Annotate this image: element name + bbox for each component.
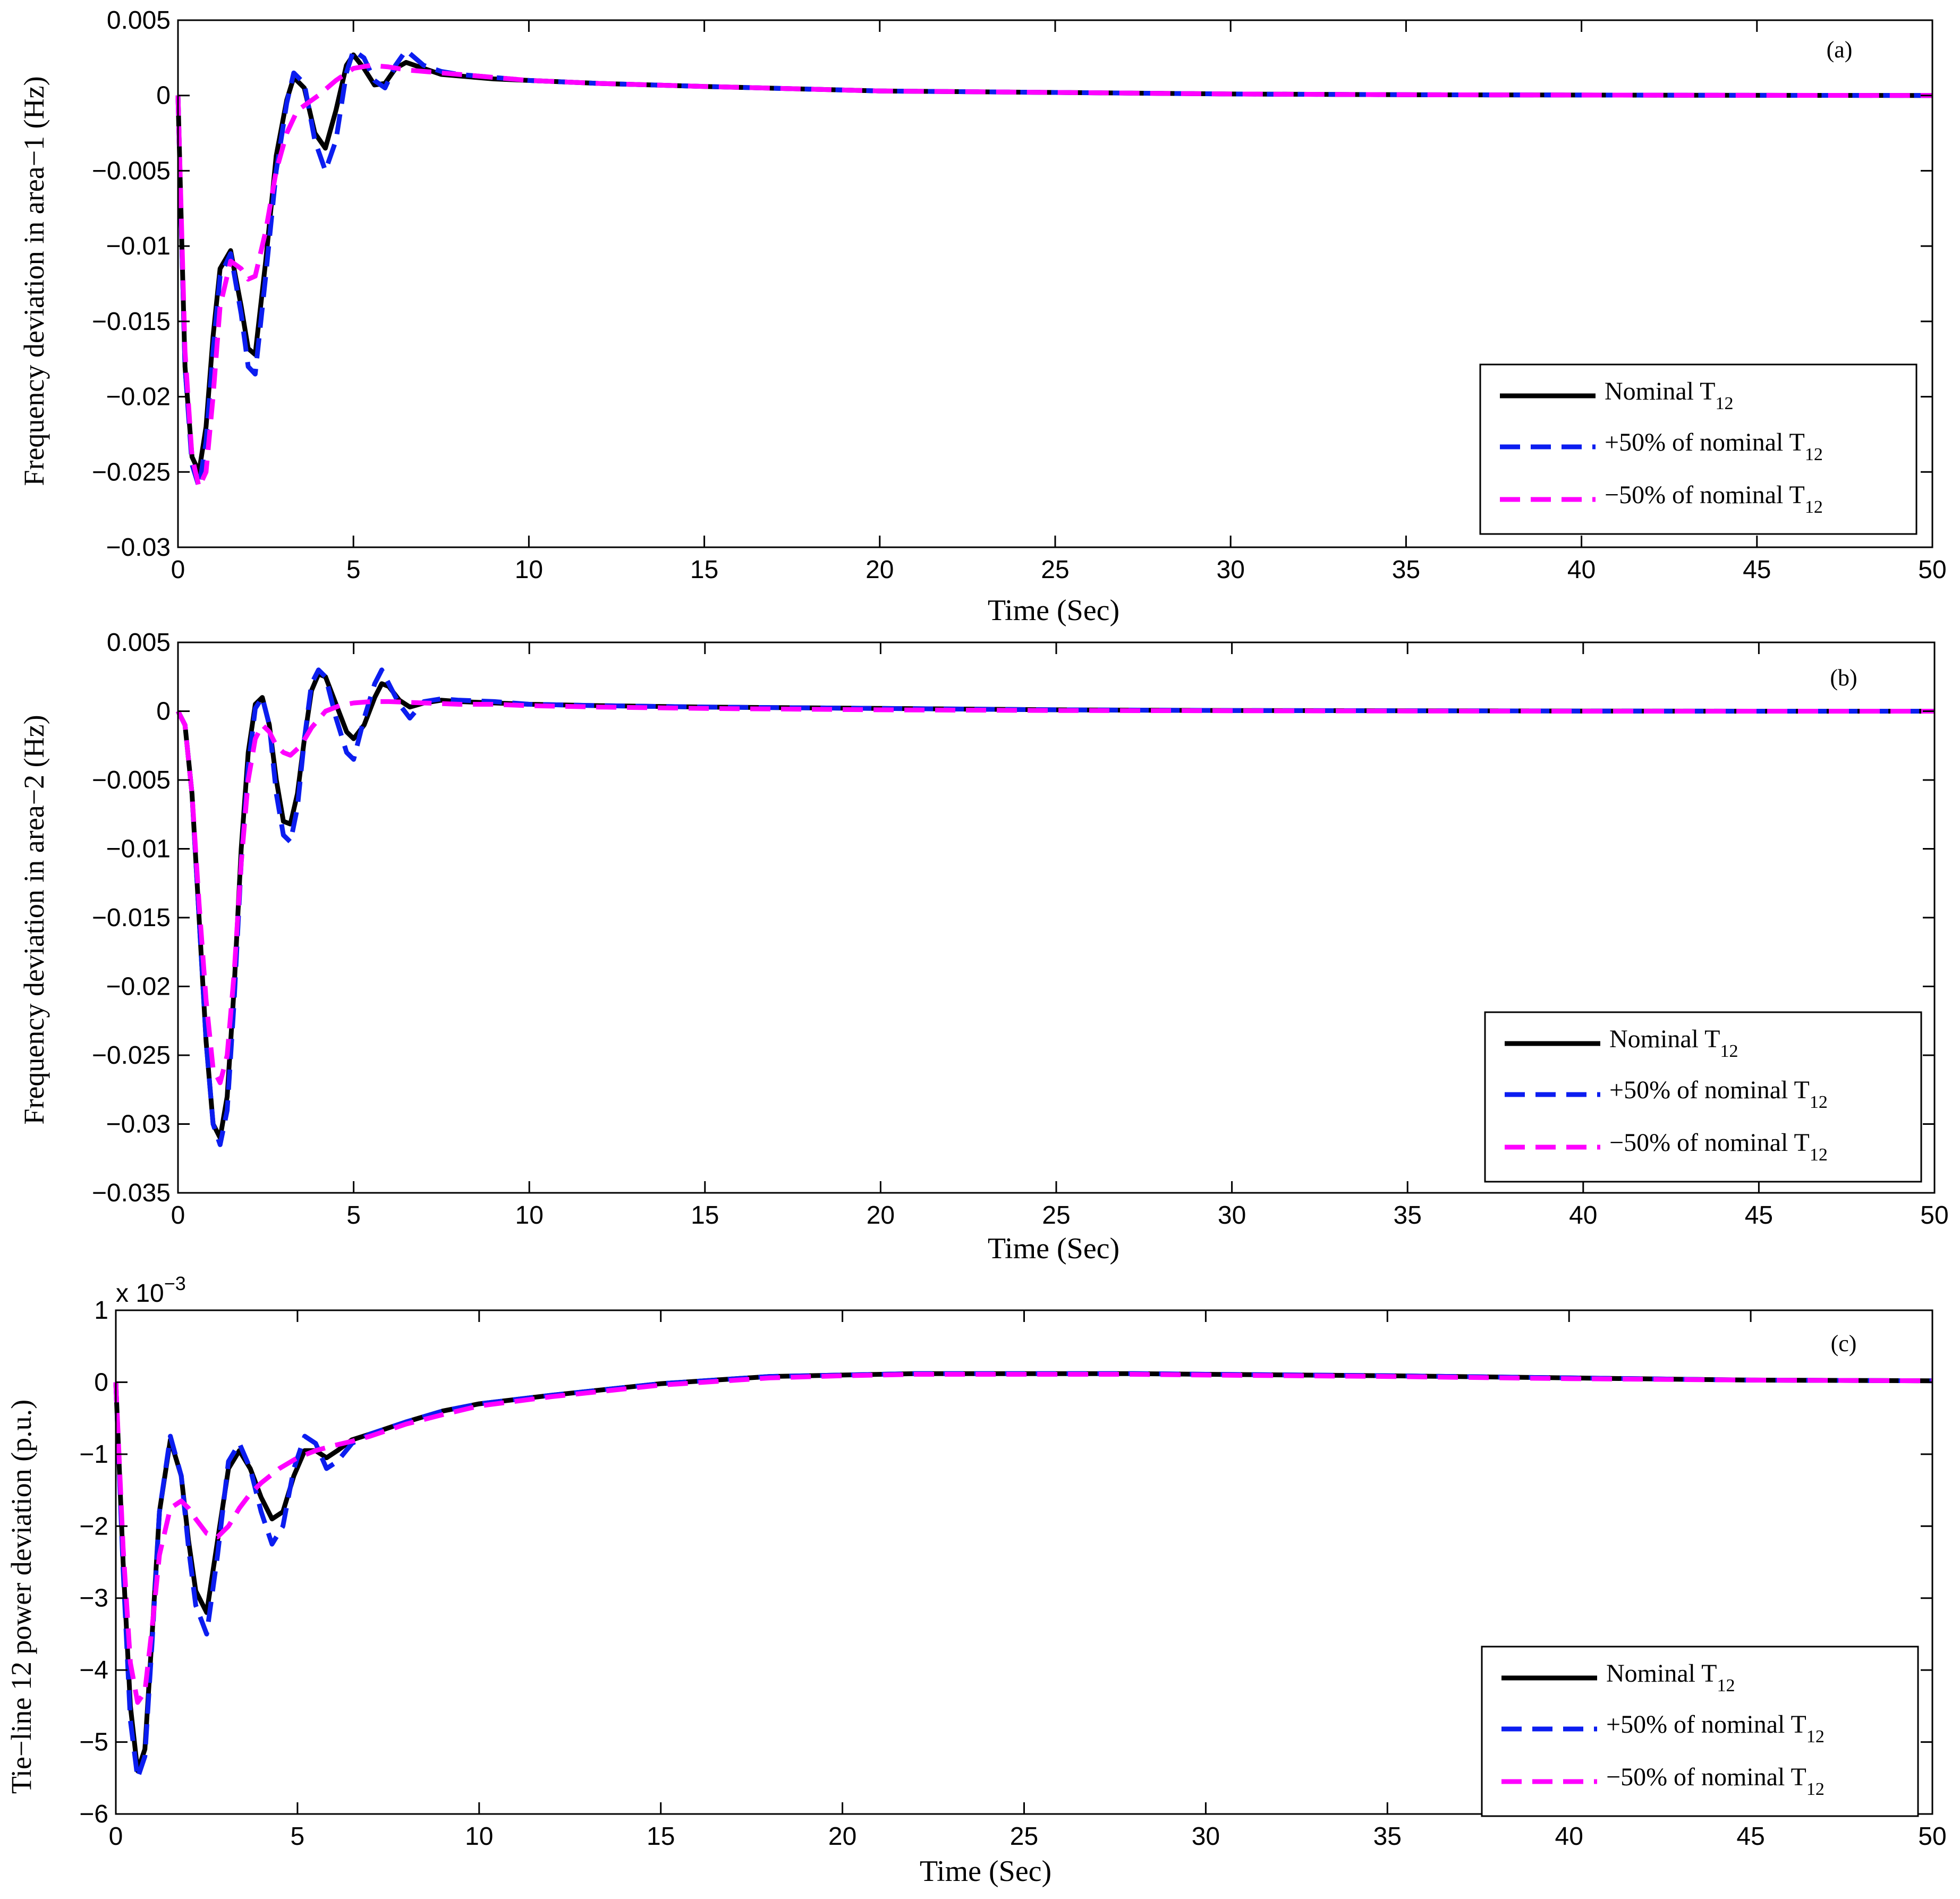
x-tick-label: 0: [171, 1201, 185, 1230]
y-tick-label: 0: [94, 1368, 108, 1396]
y-tick-label: −0.03: [106, 1110, 171, 1139]
series-line-minus50: [113, 1372, 1933, 1705]
panel-label: (b): [1830, 665, 1857, 691]
legend-box: [1481, 1646, 1919, 1817]
x-tick-label: 50: [1920, 1201, 1948, 1230]
legend-box: [1484, 1011, 1922, 1183]
y-axis-label: Tie−line 12 power deviation (p.u.): [5, 1400, 37, 1794]
x-tick-label: 0: [171, 556, 185, 584]
y-tick-label: −0.015: [92, 308, 171, 336]
x-tick-label: 50: [1918, 556, 1946, 584]
panel-label: (c): [1831, 1330, 1857, 1357]
y-tick-label: −1: [79, 1440, 108, 1469]
x-axis-label: Time (Sec): [920, 1855, 1051, 1888]
x-tick-label: 30: [1192, 1822, 1220, 1851]
legend-label-minus50: −50% of nominal T12: [1609, 1129, 1828, 1165]
x-tick-label: 40: [1567, 556, 1596, 584]
y-tick-label: 1: [94, 1296, 108, 1325]
x-tick-label: 20: [867, 1201, 895, 1230]
x-tick-label: 45: [1743, 556, 1771, 584]
y-axis-label: Frequency deviation in area−2 (Hz): [18, 715, 50, 1124]
panel-a: (a) Frequency deviation in area−1 (Hz) T…: [18, 6, 1947, 627]
y-tick-label: −2: [79, 1512, 108, 1540]
x-tick-label: 50: [1918, 1822, 1946, 1851]
x-tick-label: 45: [1736, 1822, 1764, 1851]
panel-b: (b) Frequency deviation in area−2 (Hz) T…: [18, 629, 1949, 1265]
y-tick-label: −0.01: [106, 835, 171, 863]
y-tick-label: −3: [79, 1584, 108, 1613]
legend: Nominal T12 +50% of nominal T12 −50% of …: [1481, 1646, 1919, 1817]
x-tick-label: 10: [465, 1822, 493, 1851]
x-tick-label: 5: [291, 1822, 305, 1851]
series-line-minus50: [175, 699, 1934, 1086]
y-tick-label: −0.02: [106, 973, 171, 1001]
x-tick-label: 10: [515, 1201, 544, 1230]
y-tick-label: −4: [79, 1656, 108, 1684]
y-tick-label: −0.025: [92, 458, 171, 486]
x-tick-label: 35: [1394, 1201, 1422, 1230]
x-tick-label: 5: [346, 1201, 361, 1230]
x-tick-label: 15: [691, 1201, 719, 1230]
x-tick-label: 25: [1042, 1201, 1070, 1230]
legend-label-plus50: +50% of nominal T12: [1606, 1710, 1825, 1747]
y-tick-label: −0.025: [92, 1041, 171, 1070]
x-tick-label: 20: [828, 1822, 856, 1851]
x-tick-label: 40: [1569, 1201, 1597, 1230]
x-tick-label: 10: [515, 556, 543, 584]
x-tick-label: 0: [109, 1822, 123, 1851]
y-tick-label: 0.005: [107, 629, 171, 657]
legend-label-plus50: +50% of nominal T12: [1609, 1076, 1828, 1112]
x-tick-label: 25: [1010, 1822, 1038, 1851]
y-tick-label: −0.005: [92, 157, 171, 185]
exponent-label: x 10−3: [116, 1273, 186, 1308]
legend-label-nominal: Nominal T12: [1609, 1025, 1738, 1061]
y-tick-label: 0: [156, 698, 171, 726]
x-tick-label: 45: [1745, 1201, 1773, 1230]
x-tick-label: 35: [1392, 556, 1420, 584]
y-tick-label: −0.01: [106, 232, 171, 260]
x-tick-label: 15: [647, 1822, 675, 1851]
y-tick-label: −0.035: [92, 1179, 171, 1207]
x-tick-label: 20: [866, 556, 894, 584]
panel-c: (c) Tie−line 12 power deviation (p.u.) T…: [5, 1273, 1947, 1888]
legend: Nominal T12 +50% of nominal T12 −50% of …: [1484, 1011, 1922, 1183]
x-tick-label: 15: [690, 556, 718, 584]
y-tick-label: −0.02: [106, 383, 171, 411]
series-line-minus50: [175, 63, 1933, 490]
x-tick-label: 35: [1373, 1822, 1402, 1851]
x-tick-label: 30: [1217, 556, 1245, 584]
y-tick-label: −0.015: [92, 904, 171, 932]
x-tick-label: 25: [1041, 556, 1069, 584]
legend-box: [1479, 363, 1917, 535]
y-axis-label: Frequency deviation in area−1 (Hz): [18, 76, 50, 486]
x-tick-label: 5: [346, 556, 361, 584]
y-tick-label: 0: [156, 82, 171, 110]
legend-label-nominal: Nominal T12: [1605, 377, 1733, 413]
y-tick-label: −5: [79, 1728, 108, 1757]
legend-label-minus50: −50% of nominal T12: [1606, 1763, 1825, 1799]
x-tick-label: 30: [1218, 1201, 1246, 1230]
x-axis-label: Time (Sec): [988, 594, 1119, 627]
panel-label: (a): [1827, 37, 1853, 63]
legend-label-minus50: −50% of nominal T12: [1605, 481, 1823, 517]
y-tick-label: −6: [79, 1800, 108, 1828]
y-tick-label: −0.03: [106, 533, 171, 562]
y-tick-label: 0.005: [107, 6, 171, 35]
legend: Nominal T12 +50% of nominal T12 −50% of …: [1479, 363, 1917, 535]
x-axis-label: Time (Sec): [988, 1232, 1119, 1265]
legend-label-nominal: Nominal T12: [1606, 1659, 1735, 1695]
legend-label-plus50: +50% of nominal T12: [1605, 428, 1823, 464]
y-tick-label: −0.005: [92, 766, 171, 794]
x-tick-label: 40: [1555, 1822, 1583, 1851]
